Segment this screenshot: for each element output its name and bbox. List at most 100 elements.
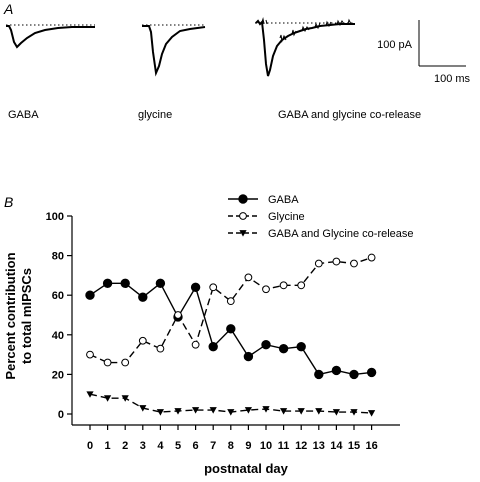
- x-tick-label: 11: [278, 440, 290, 452]
- data-point-glycine: [332, 257, 341, 266]
- x-tick-label: 7: [210, 440, 216, 452]
- x-tick-label: 14: [330, 440, 343, 452]
- trace-label-gaba: GABA: [8, 109, 39, 121]
- data-point-glycine: [279, 281, 288, 290]
- scale-bar-amplitude-label: 100 pA: [377, 39, 413, 51]
- scale-bar: 100 pA 100 ms: [377, 20, 471, 85]
- trace-gaba: [6, 24, 95, 49]
- x-tick-label: 2: [122, 440, 128, 452]
- x-tick-label: 12: [295, 440, 307, 452]
- series-layer: [85, 253, 377, 417]
- data-point-glycine: [209, 283, 218, 292]
- trace-glycine: [142, 24, 206, 77]
- series-glycine: [86, 253, 376, 367]
- trace-corelease-noise: [261, 17, 352, 43]
- data-point-gaba: [85, 290, 95, 300]
- data-point-glycine: [138, 336, 147, 345]
- data-point-gaba-and-glycine-co-release: [332, 409, 340, 416]
- data-point-gaba-and-glycine-co-release: [280, 408, 288, 415]
- data-point-glycine: [314, 259, 323, 268]
- data-point-gaba-and-glycine-co-release: [174, 408, 182, 415]
- data-point-gaba-and-glycine-co-release: [297, 408, 305, 415]
- y-tick-label: 20: [52, 369, 64, 381]
- series-gaba-and-glycine-co-release: [86, 391, 376, 417]
- data-point-gaba-and-glycine-co-release: [315, 408, 323, 415]
- data-point-gaba-and-glycine-co-release: [121, 395, 129, 402]
- legend-label: GABA and Glycine co-release: [268, 228, 414, 240]
- data-point-glycine: [262, 285, 270, 294]
- legend-label: Glycine: [268, 211, 305, 223]
- x-tick-label: 4: [157, 440, 164, 452]
- trace-corelease: [255, 17, 355, 77]
- data-point-gaba-and-glycine-co-release: [156, 409, 164, 416]
- x-tick-label: 10: [260, 440, 272, 452]
- x-tick-label: 16: [365, 440, 377, 452]
- data-point-gaba-and-glycine-co-release: [104, 395, 112, 402]
- x-tick-label: 6: [193, 440, 199, 452]
- data-point-gaba-and-glycine-co-release: [262, 406, 270, 413]
- y-axis-title-line-1: Percent contribution: [3, 252, 18, 379]
- x-tick-label: 8: [228, 440, 234, 452]
- legend: GABA Glycine GABA and Glycine co-release: [228, 194, 414, 240]
- data-point-gaba: [243, 351, 254, 362]
- legend-marker: [239, 212, 247, 220]
- data-point-glycine: [121, 358, 130, 367]
- x-tick-label: 9: [245, 440, 251, 452]
- data-point-gaba-and-glycine-co-release: [227, 409, 235, 416]
- scale-bar-time-label: 100 ms: [434, 73, 471, 85]
- data-point-gaba: [226, 324, 236, 334]
- legend-marker: [239, 230, 247, 237]
- data-point-glycine: [367, 253, 376, 262]
- data-point-glycine: [297, 281, 306, 290]
- legend-marker: [238, 194, 248, 204]
- trace-gaba-waveform: [6, 25, 95, 49]
- y-tick-label: 60: [52, 290, 64, 302]
- x-tick-label: 13: [313, 440, 325, 452]
- data-point-glycine: [86, 350, 94, 359]
- x-ticks: 0 1 2 3 4 5 6 7 8 9 10 11 12 13 14 15 16: [87, 425, 378, 452]
- panel-a-letter: A: [3, 1, 13, 17]
- data-point-glycine: [156, 344, 165, 353]
- data-point-gaba-and-glycine-co-release: [350, 409, 358, 416]
- legend-label: GABA: [268, 194, 299, 206]
- data-point-gaba: [120, 278, 130, 289]
- panel-b-letter: B: [4, 194, 13, 210]
- data-point-gaba: [208, 341, 218, 352]
- series-gaba: [85, 278, 377, 380]
- data-point-gaba: [102, 278, 113, 289]
- series-line-glycine: [89, 256, 372, 364]
- data-point-gaba: [366, 367, 377, 378]
- data-point-gaba: [261, 340, 271, 350]
- data-point-gaba: [190, 282, 201, 292]
- data-point-gaba: [314, 369, 324, 380]
- data-point-glycine: [350, 259, 358, 268]
- data-point-gaba: [138, 292, 148, 302]
- x-tick-label: 3: [140, 440, 146, 452]
- x-tick-label: 15: [348, 440, 360, 452]
- data-point-gaba-and-glycine-co-release: [192, 407, 200, 414]
- x-tick-label: 1: [105, 440, 111, 452]
- trace-glycine-waveform: [142, 25, 206, 77]
- y-tick-label: 100: [46, 211, 64, 223]
- data-point-gaba: [296, 341, 306, 352]
- y-tick-label: 0: [58, 409, 64, 421]
- data-point-gaba-and-glycine-co-release: [209, 407, 217, 414]
- x-tick-label: 0: [87, 440, 93, 452]
- data-point-gaba: [349, 369, 359, 380]
- data-point-gaba: [155, 278, 166, 289]
- data-point-gaba-and-glycine-co-release: [368, 410, 376, 417]
- y-ticks: 0 20 40 60 80 100: [46, 211, 72, 421]
- data-point-glycine: [174, 311, 182, 319]
- trace-label-corelease: GABA and glycine co-release: [278, 109, 421, 121]
- x-axis-title: postnatal day: [204, 461, 289, 476]
- y-tick-label: 80: [52, 251, 64, 263]
- data-point-gaba-and-glycine-co-release: [244, 407, 252, 414]
- data-point-gaba-and-glycine-co-release: [86, 391, 94, 398]
- data-point-glycine: [226, 297, 235, 306]
- data-point-gaba-and-glycine-co-release: [139, 405, 147, 412]
- data-point-glycine: [191, 340, 200, 349]
- trace-label-glycine: glycine: [138, 109, 172, 121]
- data-point-glycine: [103, 358, 112, 367]
